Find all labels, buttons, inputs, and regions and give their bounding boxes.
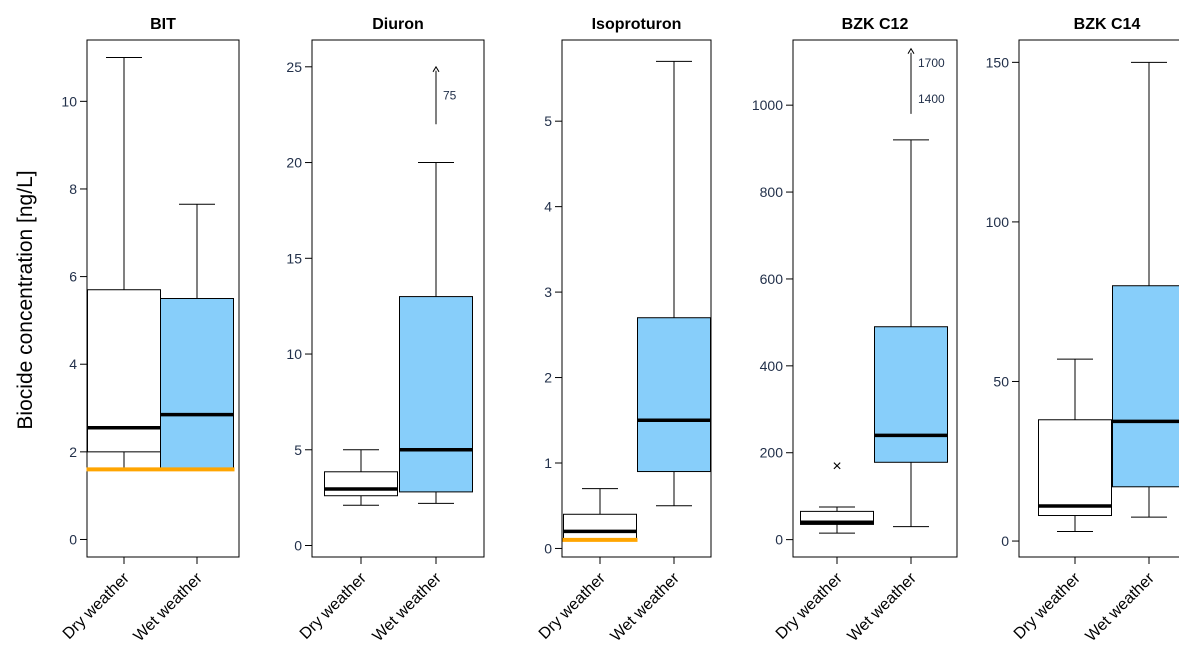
y-tick-label: 2 [69,444,77,460]
y-tick-label: 50 [993,373,1009,389]
y-tick-label: 5 [294,442,302,458]
plot-frame [792,39,958,558]
off-scale-value-label: 1400 [918,92,945,106]
y-tick-label: 15 [286,250,302,266]
y-tick-label: 400 [760,358,784,374]
y-tick-label: 25 [286,59,302,75]
panel-title: Isoproturon [592,16,682,33]
box-dry-weather [324,449,398,506]
box-wet-weather [874,139,948,528]
box-dry-weather [87,57,161,470]
y-tick-label: 800 [760,184,784,200]
iqr-box [87,289,161,453]
panel-title: Diuron [372,16,424,33]
iqr-box [324,471,398,497]
iqr-box [1112,285,1179,488]
y-tick-label: 1 [544,455,552,471]
y-tick-label: 5 [544,113,552,129]
y-axis-label: Biocide concentration [ng/L] [14,170,37,429]
y-tick-label: 0 [775,532,783,548]
box-dry-weather [563,488,637,541]
y-tick-label: 10 [61,93,77,109]
x-category-label: Wet weather [1082,569,1158,645]
x-category-label: Wet weather [607,569,683,645]
arrow-head [907,47,915,54]
y-tick-label: 20 [286,155,302,171]
iqr-box [637,317,711,473]
iqr-box [874,326,948,463]
y-tick-label: 8 [69,181,77,197]
y-tick-label: 100 [986,214,1010,230]
box-dry-weather [800,506,874,534]
box-wet-weather [399,162,473,504]
y-tick-label: 1000 [752,97,783,113]
y-tick-label: 600 [760,271,784,287]
x-category-label: Wet weather [130,569,206,645]
panel-title: BZK C14 [1074,16,1141,33]
y-tick-label: 4 [69,356,77,372]
y-tick-label: 3 [544,284,552,300]
plot-frame [1018,39,1179,558]
x-category-label: Dry weather [297,569,370,642]
iqr-box [160,298,234,470]
x-category-label: Dry weather [60,569,133,642]
panel-title: BZK C12 [842,16,909,33]
x-category-label: Wet weather [369,569,445,645]
box-wet-weather [637,60,711,507]
y-tick-label: 0 [294,538,302,554]
x-category-label: Dry weather [1011,569,1084,642]
y-tick-label: 0 [69,531,77,547]
y-tick-label: 6 [69,269,77,285]
iqr-box [563,513,637,541]
off-scale-value-label: 1700 [918,56,945,70]
box-dry-weather [1038,358,1112,532]
panel-title: BIT [150,16,176,33]
iqr-box [1038,419,1112,517]
y-tick-label: 200 [760,445,784,461]
iqr-box [399,296,473,493]
x-category-label: Dry weather [536,569,609,642]
y-tick-label: 0 [1001,533,1009,549]
x-category-label: Dry weather [773,569,846,642]
plot-frame [311,39,485,558]
y-tick-label: 150 [986,54,1010,70]
y-tick-label: 10 [286,346,302,362]
box-wet-weather [160,203,234,470]
panel-diuron: Diuron 0 5 10 15 20 25 Dry weather Wet weather 75 [286,16,485,645]
arrow-head [432,65,440,73]
box-wet-weather [1112,61,1179,518]
y-tick-label: 2 [544,370,552,386]
y-tick-label: 4 [544,199,552,215]
outlier-marker: × [832,458,841,475]
plot-frame [561,39,712,558]
off-scale-value-label: 75 [443,89,457,103]
x-category-label: Wet weather [844,569,920,645]
y-tick-label: 0 [544,540,552,556]
